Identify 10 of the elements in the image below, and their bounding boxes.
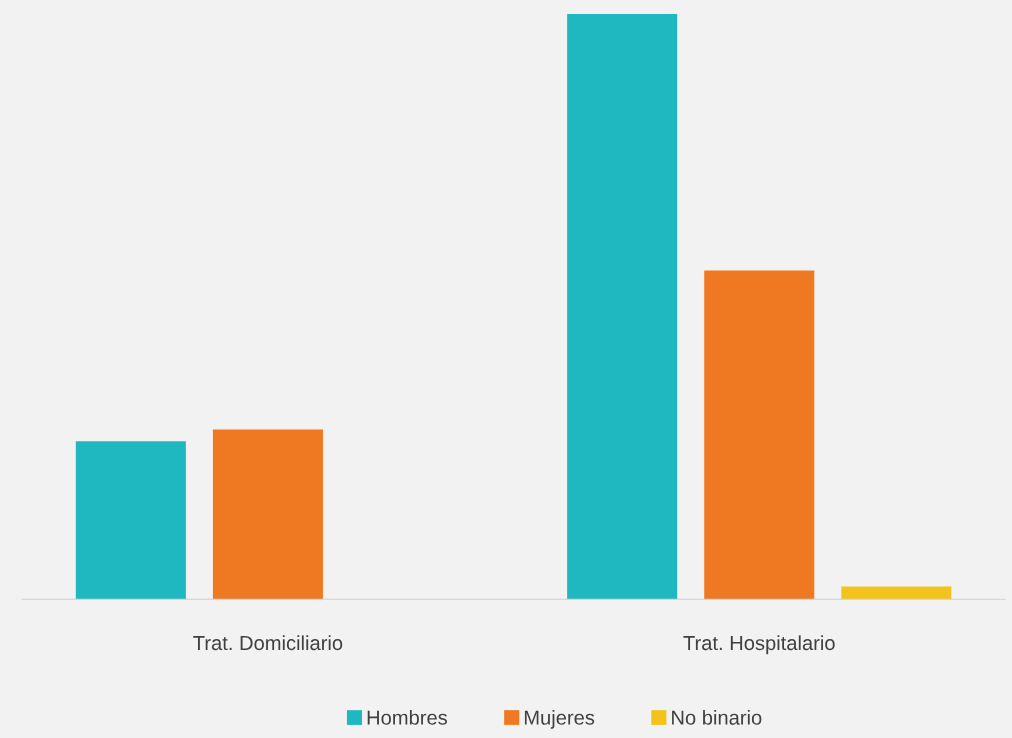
bar bbox=[841, 586, 952, 600]
legend-label: Hombres bbox=[367, 709, 448, 725]
legend-label: Mujeres bbox=[524, 709, 595, 729]
x-tick-label: Trat. Domiciliario bbox=[193, 635, 343, 651]
bar bbox=[212, 429, 323, 600]
bar bbox=[704, 270, 815, 600]
legend-label: No binario bbox=[672, 709, 762, 725]
x-tick-label: Trat. Hospitalario bbox=[683, 635, 835, 655]
bar bbox=[567, 14, 678, 600]
bar bbox=[75, 441, 186, 600]
